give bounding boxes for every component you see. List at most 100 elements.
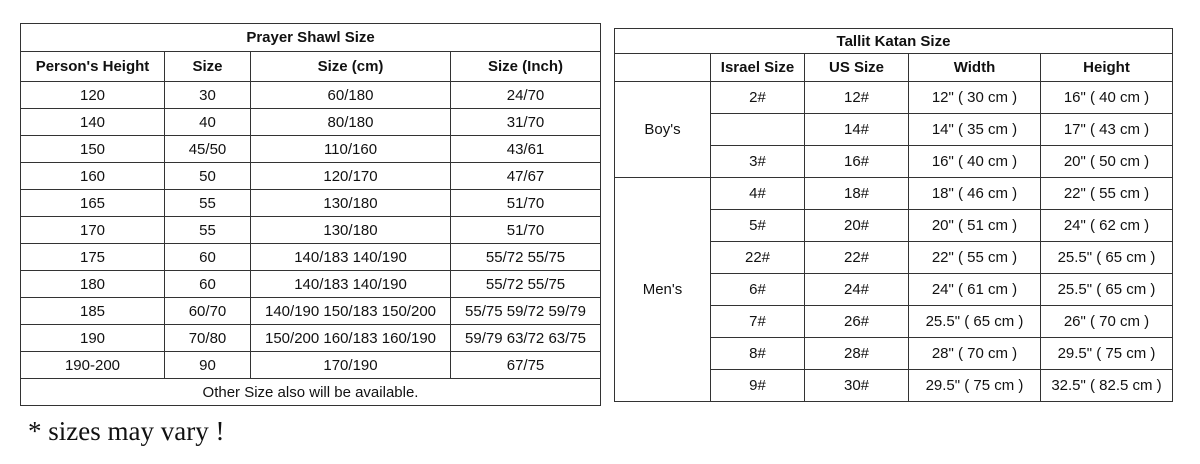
- cell-height: 26" ( 70 cm ): [1040, 305, 1173, 338]
- cell-size: 90: [164, 351, 251, 379]
- cell-us-size: 20#: [804, 209, 909, 242]
- cell-size-cm: 80/180: [250, 108, 451, 136]
- cell-height: 32.5" ( 82.5 cm ): [1040, 369, 1173, 402]
- cell-size-inch: 47/67: [449, 162, 602, 190]
- cell-size-inch: 55/72 55/75: [449, 270, 602, 298]
- tallit-table-title: Tallit Katan Size: [614, 28, 1173, 54]
- cell-size-cm: 110/160: [250, 135, 451, 163]
- cell-height: 16" ( 40 cm ): [1040, 81, 1173, 114]
- cell-size-inch: 59/79 63/72 63/75: [449, 324, 602, 352]
- table-row: 180 60 140/183 140/190 55/72 55/75: [20, 270, 602, 298]
- cell-height: 25.5" ( 65 cm ): [1040, 273, 1173, 306]
- table-row: Boy's 2# 12# 12" ( 30 cm ) 16" ( 40 cm ): [614, 81, 1173, 178]
- cell-us-size: 12#: [804, 81, 909, 114]
- cell-us-size: 28#: [804, 337, 909, 370]
- cell-height: 175: [20, 243, 165, 271]
- cell-width: 12" ( 30 cm ): [908, 81, 1041, 114]
- cell-size: 40: [164, 108, 251, 136]
- cell-height: 25.5" ( 65 cm ): [1040, 241, 1173, 274]
- cell-width: 16" ( 40 cm ): [908, 145, 1041, 178]
- table-row: 6# 24# 24" ( 61 cm ) 25.5" ( 65 cm ): [615, 273, 1173, 306]
- cell-us-size: 30#: [804, 369, 909, 402]
- prayer-header-height: Person's Height: [20, 51, 165, 82]
- table-row: 3# 16# 16" ( 40 cm ) 20" ( 50 cm ): [615, 145, 1173, 178]
- cell-height: 160: [20, 162, 165, 190]
- cell-us-size: 18#: [804, 177, 909, 210]
- cell-size: 60: [164, 270, 251, 298]
- cell-size-inch: 24/70: [449, 81, 602, 109]
- cell-width: 18" ( 46 cm ): [908, 177, 1041, 210]
- cell-size-inch: 55/72 55/75: [449, 243, 602, 271]
- table-footer-row: Other Size also will be available.: [19, 378, 602, 406]
- cell-size-cm: 130/180: [250, 216, 451, 244]
- cell-israel-size: 9#: [710, 369, 805, 402]
- cell-size: 45/50: [164, 135, 251, 163]
- cell-israel-size: [710, 113, 805, 146]
- cell-israel-size: 2#: [710, 81, 805, 114]
- cell-size-inch: 51/70: [449, 216, 602, 244]
- cell-size-inch: 67/75: [449, 351, 602, 379]
- cell-size: 70/80: [164, 324, 251, 352]
- table-row: 190-200 90 170/190 67/75: [20, 351, 602, 379]
- cell-height: 190-200: [20, 351, 165, 379]
- cell-size: 50: [164, 162, 251, 190]
- cell-width: 25.5" ( 65 cm ): [908, 305, 1041, 338]
- table-row: 22# 22# 22" ( 55 cm ) 25.5" ( 65 cm ): [615, 241, 1173, 274]
- cell-us-size: 26#: [804, 305, 909, 338]
- cell-size-cm: 120/170: [250, 162, 451, 190]
- cell-size-inch: 43/61: [449, 135, 602, 163]
- cell-size-inch: 55/75 59/72 59/79: [449, 297, 602, 325]
- table-row: 190 70/80 150/200 160/183 160/190 59/79 63/…: [20, 324, 602, 352]
- cell-size-cm: 60/180: [250, 81, 451, 109]
- cell-width: 28" ( 70 cm ): [908, 337, 1041, 370]
- tallit-katan-size-table: Tallit Katan Size Israel Size US Size Wi…: [614, 28, 1173, 402]
- tallit-header-us-size: US Size: [804, 53, 909, 82]
- cell-us-size: 14#: [804, 113, 909, 146]
- cell-israel-size: 8#: [710, 337, 805, 370]
- table-row: 170 55 130/180 51/70: [20, 216, 602, 244]
- tallit-header-group: [614, 53, 711, 82]
- cell-width: 22" ( 55 cm ): [908, 241, 1041, 274]
- prayer-header-size-cm: Size (cm): [250, 51, 451, 82]
- cell-size-inch: 51/70: [449, 189, 602, 217]
- cell-height: 120: [20, 81, 165, 109]
- cell-us-size: 16#: [804, 145, 909, 178]
- table-row: 185 60/70 140/190 150/183 150/200 55/75 59/…: [20, 297, 602, 325]
- cell-height: 29.5" ( 75 cm ): [1040, 337, 1173, 370]
- cell-size-cm: 140/183 140/190: [250, 243, 451, 271]
- cell-size-cm: 130/180: [250, 189, 451, 217]
- cell-israel-size: 22#: [710, 241, 805, 274]
- cell-height: 170: [20, 216, 165, 244]
- cell-israel-size: 6#: [710, 273, 805, 306]
- tallit-header-height: Height: [1040, 53, 1173, 82]
- cell-size-cm: 150/200 160/183 160/190: [250, 324, 451, 352]
- cell-size-cm: 170/190: [250, 351, 451, 379]
- cell-size: 60: [164, 243, 251, 271]
- cell-width: 14" ( 35 cm ): [908, 113, 1041, 146]
- cell-israel-size: 7#: [710, 305, 805, 338]
- prayer-shawl-size-table: Prayer Shawl Size Person's Height Size S…: [19, 23, 602, 406]
- cell-height: 150: [20, 135, 165, 163]
- cell-size-cm: 140/190 150/183 150/200: [250, 297, 451, 325]
- cell-height: 180: [20, 270, 165, 298]
- table-row: 120 30 60/180 24/70: [20, 81, 602, 109]
- cell-us-size: 24#: [804, 273, 909, 306]
- table-row: 140 40 80/180 31/70: [20, 108, 602, 136]
- group-label: Men's: [614, 177, 711, 402]
- sizes-note: * sizes may vary !: [28, 416, 225, 446]
- cell-israel-size: 4#: [710, 177, 805, 210]
- tallit-header-israel-size: Israel Size: [710, 53, 805, 82]
- cell-size: 30: [164, 81, 251, 109]
- cell-width: 29.5" ( 75 cm ): [908, 369, 1041, 402]
- cell-size-cm: 140/183 140/190: [250, 270, 451, 298]
- cell-height: 185: [20, 297, 165, 325]
- cell-size-inch: 31/70: [449, 108, 602, 136]
- cell-size: 55: [164, 189, 251, 217]
- cell-height: 24" ( 62 cm ): [1040, 209, 1173, 242]
- cell-height: 20" ( 50 cm ): [1040, 145, 1173, 178]
- table-row: 8# 28# 28" ( 70 cm ) 29.5" ( 75 cm ): [615, 337, 1173, 370]
- table-row: 165 55 130/180 51/70: [20, 189, 602, 217]
- cell-israel-size: 5#: [710, 209, 805, 242]
- cell-height: 17" ( 43 cm ): [1040, 113, 1173, 146]
- prayer-table-title: Prayer Shawl Size: [19, 23, 602, 52]
